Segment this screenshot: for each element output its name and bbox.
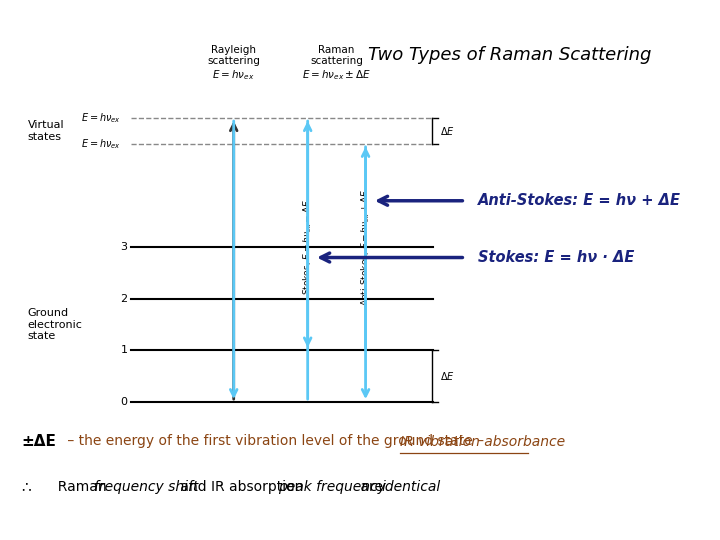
Text: $E = h\nu_{ex}$: $E = h\nu_{ex}$	[81, 137, 121, 151]
Text: Anti-Stokes, $E = h\nu_{ex} + \Delta E$: Anti-Stokes, $E = h\nu_{ex} + \Delta E$	[359, 188, 372, 306]
Text: Stokes, $E = h\nu_{ex} - \Delta E$: Stokes, $E = h\nu_{ex} - \Delta E$	[302, 199, 314, 295]
Text: 2: 2	[120, 294, 127, 304]
Text: Anti-Stokes: E = hν + ΔE: Anti-Stokes: E = hν + ΔE	[478, 193, 681, 208]
Text: Virtual
states: Virtual states	[28, 120, 65, 142]
Text: $E = h\nu_{ex}$: $E = h\nu_{ex}$	[81, 111, 121, 125]
Text: identical: identical	[382, 481, 441, 495]
Text: are: are	[356, 481, 387, 495]
Text: and IR absorption: and IR absorption	[176, 481, 307, 495]
Text: 0: 0	[120, 397, 127, 407]
Text: frequency shift: frequency shift	[94, 481, 198, 495]
Text: $\Delta E$: $\Delta E$	[439, 370, 454, 382]
Text: 1: 1	[120, 346, 127, 355]
Text: Raman
scattering
$E = h\nu_{ex} \pm \Delta E$: Raman scattering $E = h\nu_{ex} \pm \Del…	[302, 45, 372, 82]
Text: Stokes: E = hν · ΔE: Stokes: E = hν · ΔE	[478, 250, 634, 265]
Text: Rayleigh
scattering
$E = h\nu_{ex}$: Rayleigh scattering $E = h\nu_{ex}$	[207, 45, 260, 82]
Text: ∴: ∴	[22, 480, 32, 495]
Text: peak frequency: peak frequency	[278, 481, 386, 495]
Text: Two Types of Raman Scattering: Two Types of Raman Scattering	[369, 46, 652, 64]
Text: 3: 3	[120, 242, 127, 252]
Text: – the energy of the first vibration level of the ground state –: – the energy of the first vibration leve…	[63, 435, 489, 449]
Text: ±ΔE: ±ΔE	[22, 434, 56, 449]
Text: Raman: Raman	[49, 481, 111, 495]
Text: Ground
electronic
state: Ground electronic state	[28, 308, 83, 341]
Text: IR vibration absorbance: IR vibration absorbance	[400, 435, 565, 449]
Text: $\Delta E$: $\Delta E$	[439, 125, 454, 137]
